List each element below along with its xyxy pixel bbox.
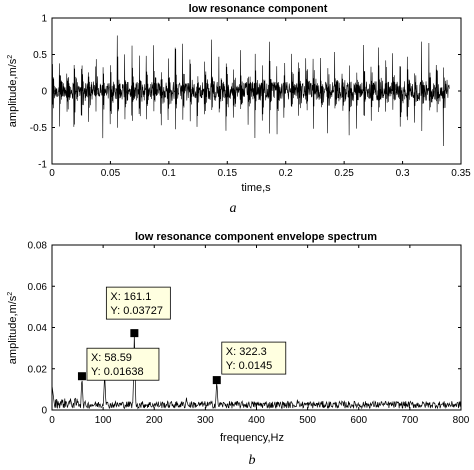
chart-a-y-label-sup: 2 [7, 55, 14, 59]
chart-b-x-tick-label: 800 [453, 415, 470, 426]
chart-b-x-tick-label: 700 [402, 415, 419, 426]
chart-b-y-tick-label: 0.04 [28, 323, 48, 334]
panel-label-a: a [230, 201, 237, 216]
chart-b-y-label: amplitude,m/s2 [7, 292, 19, 364]
chart-b-datatips: X: 58.59 Y: 0.01638 X: 161.1 Y: 0.03727 X: 3… [77, 286, 287, 385]
datatip-marker[interactable] [212, 376, 221, 385]
datatip-box[interactable]: X: 58.59 Y: 0.01638 [86, 347, 160, 381]
datatip-background [221, 341, 287, 375]
chart-b-y-label-sup: 2 [7, 292, 14, 296]
datatip-x-label: X: 161.1 [110, 291, 151, 303]
chart-b-y-axis: 0 0.02 0.04 0.06 0.08 [28, 241, 461, 417]
chart-b-y-tick-label: 0.08 [28, 241, 48, 252]
chart-a-x-tick-label: 0.3 [396, 168, 410, 179]
chart-b-x-axis: 0 100 200 300 400 500 600 700 800 [49, 245, 470, 426]
chart-b-x-tick-label: 300 [197, 415, 214, 426]
chart-a-y-tick-label: 1 [41, 14, 47, 25]
chart-b-x-tick-label: 100 [95, 415, 112, 426]
chart-a-x-tick-label: 0.25 [334, 168, 354, 179]
chart-a-x-axis: 0 0.05 0.1 0.15 0.2 0.25 0.3 0.35 [49, 18, 471, 179]
chart-a-x-tick-label: 0.35 [451, 168, 471, 179]
chart-b-x-tick-label: 600 [350, 415, 367, 426]
chart-a-title: low resonance component [189, 3, 328, 15]
datatip-background [105, 286, 171, 320]
chart-b-x-tick-label: 200 [146, 415, 163, 426]
chart-a: low resonance component 0 0.05 0.1 0.15 0.2 0… [7, 3, 471, 216]
chart-a-y-tick-label: -0.5 [30, 123, 48, 134]
chart-b-x-label: frequency,Hz [220, 432, 284, 444]
datatip-background [86, 347, 160, 381]
chart-b: low resonance component envelope spectru… [7, 231, 470, 468]
chart-b-x-tick-label: 0 [49, 415, 55, 426]
chart-a-x-tick-label: 0 [49, 168, 55, 179]
chart-b-y-tick-label: 0.02 [28, 364, 48, 375]
panel-label-b: b [249, 453, 256, 468]
chart-b-y-label-base: amplitude,m/s [7, 295, 19, 364]
chart-a-x-tick-label: 0.15 [218, 168, 238, 179]
chart-a-signal [51, 35, 450, 146]
chart-b-title: low resonance component envelope spectru… [135, 231, 377, 243]
chart-b-y-tick-label: 0 [41, 406, 47, 417]
datatip-box[interactable]: X: 322.3 Y: 0.0145 [221, 341, 287, 375]
chart-b-plot-frame [51, 244, 462, 411]
chart-b-x-tick-label: 500 [299, 415, 316, 426]
datatip-marker[interactable] [77, 372, 86, 381]
chart-b-x-tick-label: 400 [248, 415, 265, 426]
chart-b-y-tick-label: 0.06 [28, 282, 48, 293]
chart-a-y-tick-label: 0.5 [33, 50, 47, 61]
datatip-x-label: X: 322.3 [226, 346, 267, 358]
datatip-y-label: Y: 0.0145 [226, 360, 273, 372]
chart-a-x-label: time,s [241, 182, 271, 194]
chart-a-x-tick-label: 0.2 [279, 168, 293, 179]
chart-a-x-tick-label: 0.1 [162, 168, 176, 179]
chart-a-y-label: amplitude,m/s2 [7, 55, 19, 127]
datatip-y-label: Y: 0.01638 [91, 366, 144, 378]
chart-a-y-axis: -1 -0.5 0 0.5 1 [30, 14, 461, 171]
datatip-marker[interactable] [130, 329, 139, 338]
chart-a-y-label-base: amplitude,m/s [7, 58, 19, 127]
chart-a-series-line [51, 35, 450, 146]
datatip-x-label: X: 58.59 [91, 352, 132, 364]
datatip-box[interactable]: X: 161.1 Y: 0.03727 [105, 286, 171, 320]
chart-a-y-tick-label: -1 [38, 160, 47, 171]
chart-a-x-tick-label: 0.05 [101, 168, 121, 179]
chart-a-y-tick-label: 0 [41, 87, 47, 98]
datatip-y-label: Y: 0.03727 [110, 305, 163, 317]
